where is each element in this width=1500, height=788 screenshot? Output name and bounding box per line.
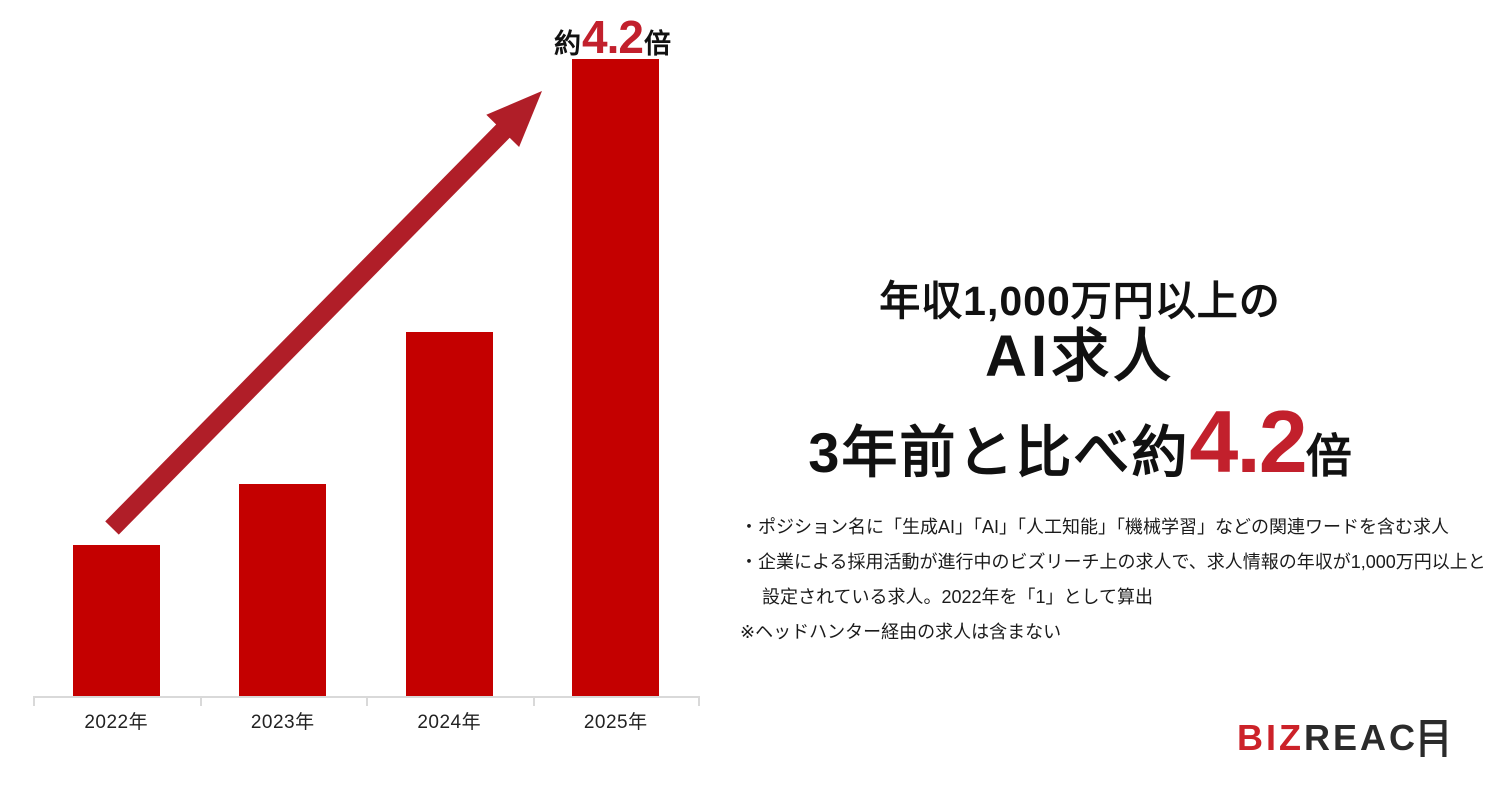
- bar-2024年: [405, 332, 493, 697]
- headline-line3: 3年前と比べ約4.2倍: [745, 398, 1415, 507]
- x-axis-tick: [532, 698, 535, 706]
- bar-chart: [33, 0, 699, 697]
- headline-line3-value: 4.2: [1189, 392, 1307, 491]
- footnote-line: 設定されている求人。2022年を「1」として算出: [762, 587, 1153, 607]
- growth-arrow-icon: [105, 91, 542, 535]
- x-axis-line: [33, 696, 700, 698]
- x-axis-label: 2022年: [84, 712, 149, 733]
- footnotes: ・ポジション名に「生成AI」「AI」「人工知能」「機械学習」などの関連ワードを含…: [740, 510, 1500, 650]
- headline-line1: 年収1,000万円以上の: [879, 278, 1281, 324]
- headline: 年収1,000万円以上の AI求人 3年前と比べ約4.2倍: [745, 276, 1415, 507]
- footnote-line: ・企業による採用活動が進行中のビズリーチ上の求人で、求人情報の年収が1,000万…: [740, 552, 1486, 572]
- bar-2025年: [572, 59, 660, 697]
- peak-label-value: 4.2: [582, 11, 644, 63]
- ladder-h-icon: [1420, 720, 1447, 757]
- peak-label-suffix: 倍: [643, 29, 671, 59]
- x-axis-tick: [33, 698, 35, 706]
- x-axis-tick: [199, 698, 202, 706]
- x-axis-tick: [698, 698, 700, 706]
- footnote-line: ※ヘッドハンター経由の求人は含まない: [740, 622, 1062, 642]
- logo-text-red: BIZ: [1237, 717, 1304, 758]
- peak-value-label: 約 4.2 倍: [554, 10, 671, 64]
- x-axis-tick: [366, 698, 368, 706]
- x-axis-label: 2023年: [250, 712, 315, 733]
- headline-line2: AI求人: [984, 324, 1175, 389]
- peak-label-prefix: 約: [554, 29, 581, 59]
- bar-2022年: [72, 545, 160, 697]
- logo-text-dark: REAC: [1304, 717, 1419, 758]
- x-axis-label: 2025年: [583, 712, 648, 733]
- x-axis-label: 2024年: [417, 712, 482, 733]
- headline-line3-prefix: 3年前と比べ約: [808, 421, 1190, 484]
- headline-line3-suffix: 倍: [1305, 430, 1352, 482]
- bar-2023年: [239, 484, 327, 697]
- footnote-line: ・ポジション名に「生成AI」「AI」「人工知能」「機械学習」などの関連ワードを含…: [740, 517, 1450, 537]
- bizreach-logo: BIZ REAC: [1237, 719, 1447, 757]
